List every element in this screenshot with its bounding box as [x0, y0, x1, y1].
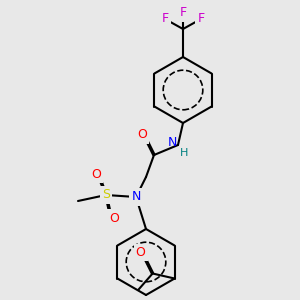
Text: O: O — [91, 167, 101, 181]
Text: F: F — [161, 13, 169, 26]
Text: N: N — [167, 136, 177, 149]
Text: O: O — [136, 246, 146, 259]
Text: S: S — [102, 188, 110, 202]
Text: O: O — [137, 128, 147, 142]
Text: N: N — [131, 190, 141, 203]
Text: F: F — [179, 7, 187, 20]
Text: F: F — [197, 13, 205, 26]
Text: H: H — [180, 148, 188, 158]
Text: O: O — [109, 212, 119, 224]
